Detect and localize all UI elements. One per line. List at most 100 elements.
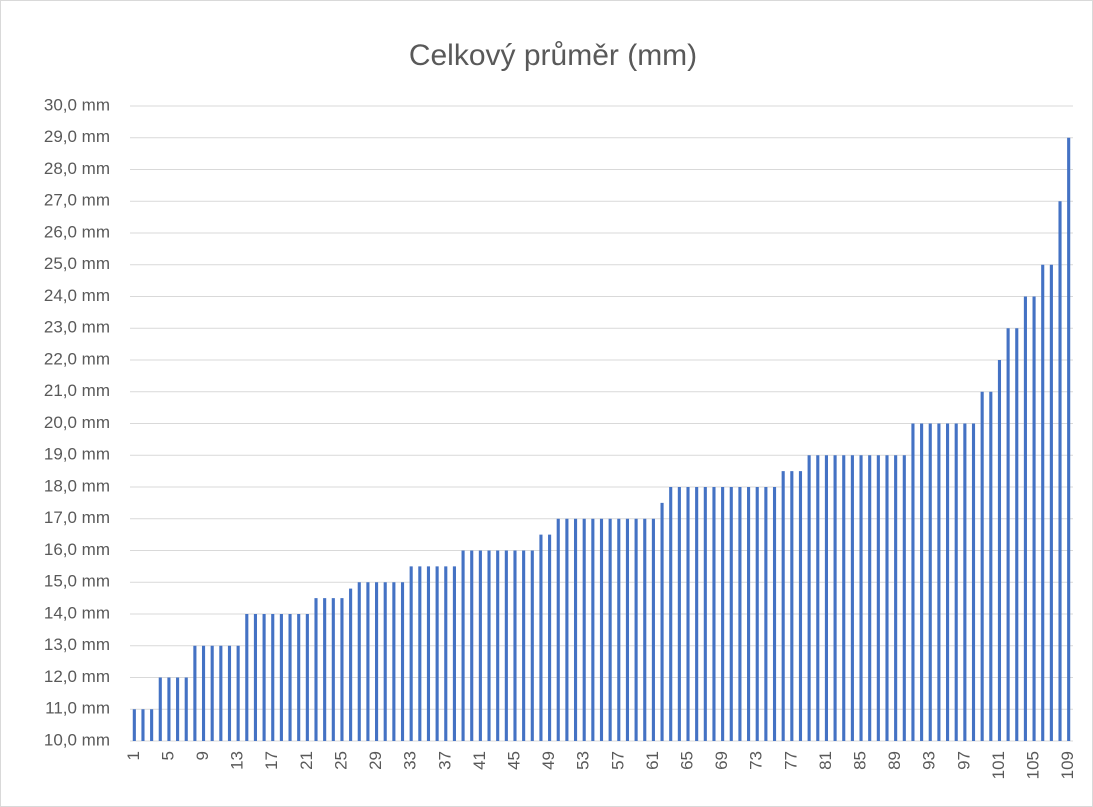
bar — [721, 487, 725, 741]
bar — [920, 423, 924, 741]
bar — [470, 550, 474, 741]
y-tick-label: 10,0 mm — [44, 730, 110, 749]
bar — [660, 502, 664, 741]
x-tick-label: 53 — [574, 751, 593, 770]
bar — [842, 455, 846, 741]
bar — [548, 534, 552, 741]
bar — [608, 518, 612, 741]
bar — [945, 423, 950, 741]
bar — [928, 423, 932, 741]
bar — [279, 614, 283, 741]
x-tick-label: 9 — [193, 751, 212, 760]
bar — [375, 582, 379, 741]
x-tick-label: 57 — [608, 751, 627, 770]
bar — [625, 518, 630, 741]
y-tick-label: 14,0 mm — [44, 603, 110, 622]
bar — [729, 487, 733, 741]
bar — [219, 645, 223, 741]
bar — [669, 487, 673, 741]
x-tick-label: 109 — [1058, 751, 1077, 779]
bar — [201, 645, 206, 741]
bar — [176, 677, 180, 741]
bar — [478, 550, 482, 741]
bar — [418, 566, 422, 741]
bar — [305, 614, 309, 741]
bar — [1032, 296, 1036, 741]
bar — [954, 423, 958, 741]
y-tick-label: 20,0 mm — [44, 413, 110, 432]
x-tick-label: 85 — [851, 751, 870, 770]
bar — [798, 471, 803, 741]
x-tick-label: 49 — [539, 751, 558, 770]
bar — [790, 471, 794, 741]
x-tick-label: 93 — [920, 751, 939, 770]
y-tick-label: 13,0 mm — [44, 635, 110, 654]
bar — [902, 455, 906, 741]
bar — [747, 487, 751, 741]
bar — [989, 391, 993, 741]
bar — [522, 550, 526, 741]
bar — [573, 518, 578, 741]
bar — [400, 582, 405, 741]
bar — [1015, 328, 1019, 741]
bar — [288, 614, 292, 741]
bar — [651, 518, 655, 741]
bar — [184, 677, 188, 741]
x-tick-label: 61 — [643, 751, 662, 770]
bar — [755, 487, 759, 741]
y-tick-label: 25,0 mm — [44, 254, 110, 273]
x-tick-label: 101 — [989, 751, 1008, 779]
bar — [565, 518, 569, 741]
bar — [245, 614, 249, 741]
bar — [971, 423, 976, 741]
x-tick-label: 77 — [781, 751, 800, 770]
bar — [885, 455, 889, 741]
bar — [340, 598, 344, 741]
bar — [461, 550, 465, 741]
bar — [1067, 137, 1071, 741]
x-tick-label: 105 — [1024, 751, 1043, 779]
bar — [366, 582, 370, 741]
x-tick-label: 5 — [158, 751, 177, 760]
bar — [582, 518, 586, 741]
bar — [297, 614, 301, 741]
bar — [262, 614, 266, 741]
bar — [253, 614, 258, 741]
y-tick-label: 29,0 mm — [44, 127, 110, 146]
bar — [868, 455, 872, 741]
bar — [677, 487, 681, 741]
y-tick-label: 24,0 mm — [44, 286, 110, 305]
y-tick-label: 18,0 mm — [44, 476, 110, 495]
bar — [937, 423, 941, 741]
bar — [686, 487, 690, 741]
bar — [167, 677, 171, 741]
bar — [738, 487, 742, 741]
y-tick-label: 12,0 mm — [44, 667, 110, 686]
bar — [314, 598, 318, 741]
bar — [859, 455, 863, 741]
bar — [452, 566, 456, 741]
bar — [141, 709, 145, 741]
bar — [193, 645, 197, 741]
x-tick-label: 45 — [504, 751, 523, 770]
bar — [695, 487, 699, 741]
bar — [876, 455, 880, 741]
bar — [132, 709, 136, 741]
x-tick-label: 13 — [228, 751, 247, 770]
y-tick-label: 17,0 mm — [44, 508, 110, 527]
bar — [1006, 328, 1010, 741]
y-tick-label: 28,0 mm — [44, 159, 110, 178]
x-tick-label: 1 — [124, 751, 143, 760]
bar — [383, 582, 387, 741]
bar — [331, 598, 335, 741]
bar — [426, 566, 431, 741]
bar — [833, 455, 837, 741]
bar — [703, 487, 707, 741]
x-tick-label: 69 — [712, 751, 731, 770]
y-tick-label: 26,0 mm — [44, 222, 110, 241]
bar — [504, 550, 508, 741]
bar — [1023, 296, 1027, 741]
x-tick-label: 81 — [816, 751, 835, 770]
y-tick-label: 21,0 mm — [44, 381, 110, 400]
